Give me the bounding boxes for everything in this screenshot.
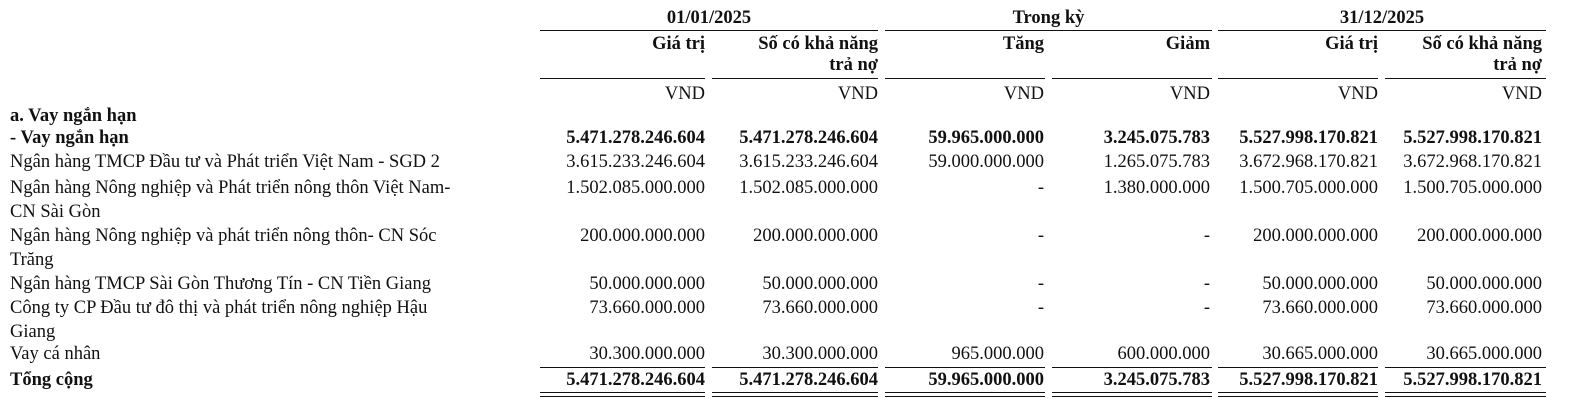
total-value: 5.527.998.170.821 <box>1403 370 1542 390</box>
row-label: Công ty CP Đầu tư đô thị và phát triển n… <box>10 298 428 318</box>
row-value: 1.502.085.000.000 <box>566 178 705 198</box>
section-title: a. Vay ngắn hạn <box>10 106 137 126</box>
col-label-closing-capacity-line2: trả nợ <box>1493 55 1542 75</box>
row-value: 5.527.998.170.821 <box>1239 128 1378 148</box>
row-value: 59.965.000.000 <box>928 128 1044 148</box>
column-underline <box>1218 78 1378 79</box>
row-label: Giang <box>10 322 56 342</box>
row-value: 59.000.000.000 <box>928 152 1044 172</box>
row-value: 200.000.000.000 <box>753 226 878 246</box>
unit-label: VND <box>1337 84 1378 104</box>
row-label: - Vay ngắn hạn <box>10 128 129 148</box>
row-value: 50.000.000.000 <box>1262 274 1378 294</box>
col-label-increase: Tăng <box>1002 34 1044 54</box>
total-topline <box>1385 367 1546 368</box>
row-value: 1.265.075.783 <box>1103 152 1210 172</box>
row-value: - <box>1037 178 1044 198</box>
total-value: 5.527.998.170.821 <box>1239 370 1378 390</box>
col-label-opening-capacity-line2: trả nợ <box>829 55 878 75</box>
row-value: 200.000.000.000 <box>1417 226 1542 246</box>
row-value: 1.502.085.000.000 <box>739 178 878 198</box>
total-double-underline <box>540 392 705 397</box>
row-label: CN Sài Gòn <box>10 202 101 222</box>
row-value: 965.000.000 <box>951 344 1045 364</box>
total-double-underline <box>1052 392 1212 397</box>
row-label: Ngân hàng TMCP Sài Gòn Thương Tín - CN T… <box>10 274 432 294</box>
row-value: - <box>1037 298 1044 318</box>
row-value: 5.471.278.246.604 <box>566 128 705 148</box>
row-value: 30.665.000.000 <box>1262 344 1378 364</box>
row-value: 73.660.000.000 <box>589 298 705 318</box>
total-value: 5.471.278.246.604 <box>566 370 705 390</box>
row-value: 73.660.000.000 <box>1426 298 1542 318</box>
column-underline <box>1052 78 1212 79</box>
total-value: 3.245.075.783 <box>1103 370 1210 390</box>
unit-label: VND <box>1003 84 1044 104</box>
row-value: 1.500.705.000.000 <box>1239 178 1378 198</box>
total-topline <box>712 367 878 368</box>
row-label: Ngân hàng Nông nghiệp và phát triển nông… <box>10 226 437 246</box>
header-group-opening: 01/01/2025 <box>666 8 752 28</box>
row-value: - <box>1203 298 1210 318</box>
row-value: 30.665.000.000 <box>1426 344 1542 364</box>
row-value: 73.660.000.000 <box>1262 298 1378 318</box>
row-label: Ngân hàng TMCP Đầu tư và Phát triển Việt… <box>10 152 440 172</box>
unit-label: VND <box>1169 84 1210 104</box>
row-value: 30.300.000.000 <box>589 344 705 364</box>
row-value: 1.500.705.000.000 <box>1403 178 1542 198</box>
col-label-decrease: Giảm <box>1165 34 1210 54</box>
row-value: - <box>1037 226 1044 246</box>
row-value: 3.615.233.246.604 <box>739 152 878 172</box>
row-value: 5.471.278.246.604 <box>739 128 878 148</box>
row-value: 200.000.000.000 <box>580 226 705 246</box>
column-underline <box>540 78 705 79</box>
row-label: Vay cá nhân <box>10 344 101 364</box>
total-double-underline <box>712 392 878 397</box>
row-value: 50.000.000.000 <box>762 274 878 294</box>
row-value: 3.672.968.170.821 <box>1403 152 1542 172</box>
col-label-opening-value: Giá trị <box>652 34 705 54</box>
column-underline <box>1385 78 1546 79</box>
total-value: 5.471.278.246.604 <box>739 370 878 390</box>
total-double-underline <box>1218 392 1378 397</box>
group-underline <box>885 30 1212 31</box>
row-label: Trăng <box>10 250 54 270</box>
header-group-closing: 31/12/2025 <box>1339 8 1425 28</box>
total-double-underline <box>1385 392 1546 397</box>
total-topline <box>1218 367 1378 368</box>
row-value: 50.000.000.000 <box>589 274 705 294</box>
total-label: Tổng cộng <box>10 370 93 390</box>
row-value: - <box>1203 226 1210 246</box>
row-value: 73.660.000.000 <box>762 298 878 318</box>
unit-label: VND <box>837 84 878 104</box>
row-value: 50.000.000.000 <box>1426 274 1542 294</box>
row-value: 3.672.968.170.821 <box>1239 152 1378 172</box>
total-topline <box>540 367 705 368</box>
group-underline <box>1218 30 1546 31</box>
total-double-underline <box>885 392 1045 397</box>
row-value: 30.300.000.000 <box>762 344 878 364</box>
col-label-opening-capacity: Số có khả năng <box>758 34 878 54</box>
total-topline <box>885 367 1045 368</box>
column-underline <box>885 78 1045 79</box>
col-label-closing-value: Giá trị <box>1325 34 1378 54</box>
unit-label: VND <box>1501 84 1542 104</box>
row-value: - <box>1037 274 1044 294</box>
group-underline <box>540 30 878 31</box>
row-value: - <box>1203 274 1210 294</box>
row-label: Ngân hàng Nông nghiệp và Phát triển nông… <box>10 178 451 198</box>
row-value: 200.000.000.000 <box>1253 226 1378 246</box>
row-value: 600.000.000 <box>1117 344 1211 364</box>
unit-label: VND <box>664 84 705 104</box>
row-value: 5.527.998.170.821 <box>1403 128 1542 148</box>
row-value: 1.380.000.000 <box>1103 178 1210 198</box>
total-topline <box>1052 367 1212 368</box>
total-value: 59.965.000.000 <box>928 370 1044 390</box>
row-value: 3.615.233.246.604 <box>566 152 705 172</box>
row-value: 3.245.075.783 <box>1103 128 1210 148</box>
header-group-period: Trong kỳ <box>1012 8 1085 28</box>
col-label-closing-capacity: Số có khả năng <box>1422 34 1542 54</box>
column-underline <box>712 78 878 79</box>
